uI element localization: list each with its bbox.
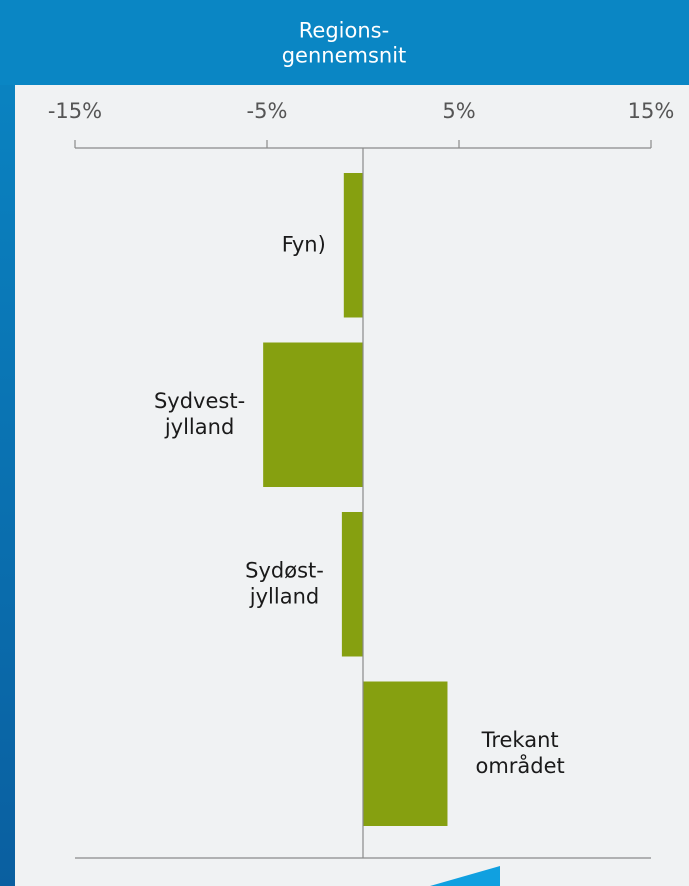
x-tick-label: -5% — [247, 99, 288, 123]
bar — [363, 681, 448, 826]
bar — [343, 173, 363, 318]
bar — [263, 342, 363, 487]
side-strip — [0, 0, 15, 886]
decoration — [430, 866, 500, 886]
x-tick-label: 5% — [442, 99, 475, 123]
bar — [341, 512, 363, 657]
category-label: Fyn) — [282, 232, 326, 256]
category-label: Sydøst-jylland — [245, 558, 324, 608]
category-label: Sydvest-jylland — [154, 389, 245, 439]
category-label: Trekant området — [475, 728, 564, 778]
header — [0, 0, 689, 85]
x-tick-label: 15% — [628, 99, 675, 123]
x-tick-label: -15% — [48, 99, 102, 123]
chart-title: Regions-gennemsnit — [282, 19, 407, 68]
